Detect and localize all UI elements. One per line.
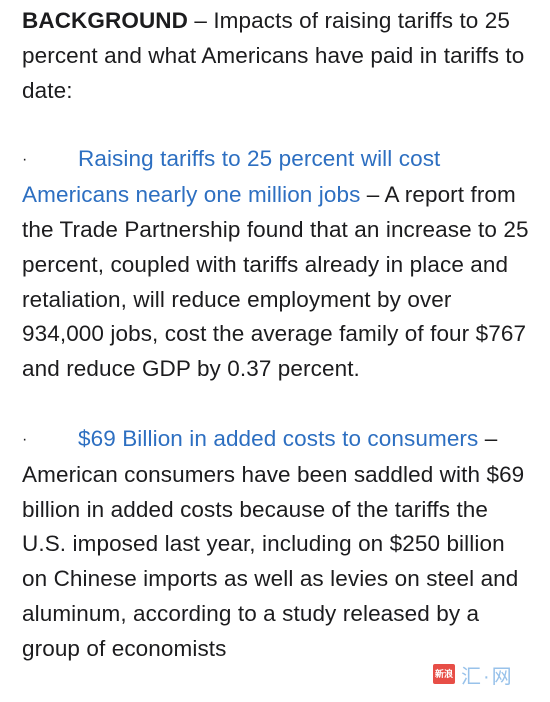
background-label: BACKGROUND [22, 8, 188, 33]
jobs-link[interactable]: Raising tariffs to 25 percent will cost … [22, 146, 441, 208]
watermark-badge-icon: 新浪 [433, 664, 455, 684]
costs-link[interactable]: $69 Billion in added costs to consumers [78, 425, 479, 451]
bullet-item-jobs: · Raising tariffs to 25 percent will cost… [22, 142, 532, 387]
costs-text: – American consumers have been saddled w… [22, 425, 525, 661]
background-paragraph: BACKGROUND – Impacts of raising tariffs … [22, 4, 532, 108]
bullet-item-costs: · $69 Billion in added costs to consumers… [22, 422, 532, 667]
bullet-icon: · [22, 151, 28, 169]
watermark-text: 汇·网 [461, 665, 514, 688]
jobs-text: – A report from the Trade Partnership fo… [22, 182, 529, 382]
background-text: – Impacts of raising tariffs to 25 perce… [22, 8, 525, 103]
watermark-logo: 新浪 汇·网 [433, 661, 543, 688]
bullet-icon: · [22, 430, 28, 448]
article-body: BACKGROUND – Impacts of raising tariffs … [22, 4, 532, 702]
